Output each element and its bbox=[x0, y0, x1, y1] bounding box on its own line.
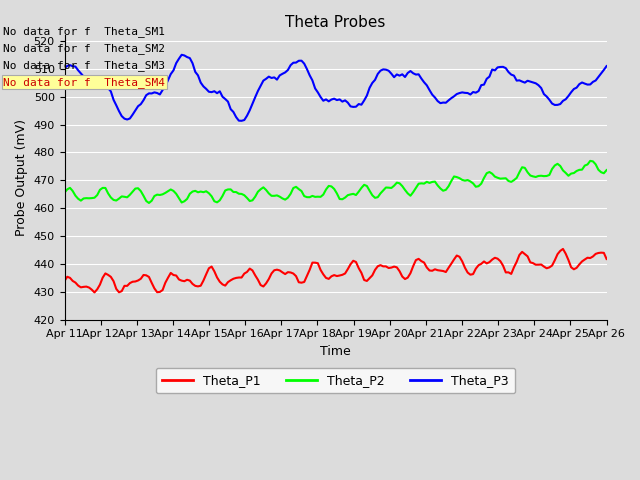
Theta_P3 bbox=[61, 65, 68, 71]
Text: No data for f  Theta_SM3: No data for f Theta_SM3 bbox=[3, 60, 165, 71]
Theta_P1 bbox=[61, 278, 68, 284]
Theta_P2 bbox=[145, 200, 153, 206]
Theta_P1 bbox=[562, 251, 570, 257]
Text: No data for f  Theta_SM1: No data for f Theta_SM1 bbox=[3, 26, 165, 37]
Text: No data for f  Theta_SM4: No data for f Theta_SM4 bbox=[3, 77, 165, 88]
Line: Theta_P2: Theta_P2 bbox=[65, 161, 607, 203]
Theta_P2 bbox=[164, 188, 172, 194]
Theta_P1 bbox=[208, 264, 216, 269]
Text: No data for f  Theta_SM2: No data for f Theta_SM2 bbox=[3, 43, 165, 54]
Theta_P3 bbox=[603, 63, 611, 69]
X-axis label: Time: Time bbox=[320, 345, 351, 358]
Theta_P1 bbox=[83, 284, 90, 289]
Theta_P2 bbox=[559, 168, 567, 173]
Theta_P2 bbox=[578, 167, 586, 172]
Y-axis label: Probe Output (mV): Probe Output (mV) bbox=[15, 119, 28, 236]
Theta_P2 bbox=[61, 190, 68, 195]
Theta_P1 bbox=[603, 256, 611, 262]
Theta_P2 bbox=[603, 167, 611, 173]
Theta_P3 bbox=[161, 84, 169, 89]
Theta_P2 bbox=[93, 192, 101, 198]
Theta_P1 bbox=[96, 282, 104, 288]
Line: Theta_P3: Theta_P3 bbox=[65, 55, 607, 121]
Theta_P3 bbox=[178, 52, 186, 58]
Theta_P1 bbox=[581, 257, 589, 263]
Theta_P1 bbox=[164, 275, 172, 280]
Theta_P1 bbox=[91, 289, 99, 295]
Theta_P2 bbox=[83, 195, 90, 201]
Theta_P3 bbox=[237, 118, 245, 124]
Title: Theta Probes: Theta Probes bbox=[285, 15, 386, 30]
Theta_P2 bbox=[586, 158, 594, 164]
Theta_P3 bbox=[208, 89, 216, 95]
Theta_P1 bbox=[559, 246, 567, 252]
Line: Theta_P1: Theta_P1 bbox=[65, 249, 607, 292]
Theta_P3 bbox=[562, 96, 570, 102]
Theta_P3 bbox=[93, 78, 101, 84]
Theta_P3 bbox=[83, 76, 90, 82]
Theta_P2 bbox=[208, 193, 216, 199]
Legend: Theta_P1, Theta_P2, Theta_P3: Theta_P1, Theta_P2, Theta_P3 bbox=[156, 368, 515, 393]
Theta_P3 bbox=[581, 81, 589, 86]
